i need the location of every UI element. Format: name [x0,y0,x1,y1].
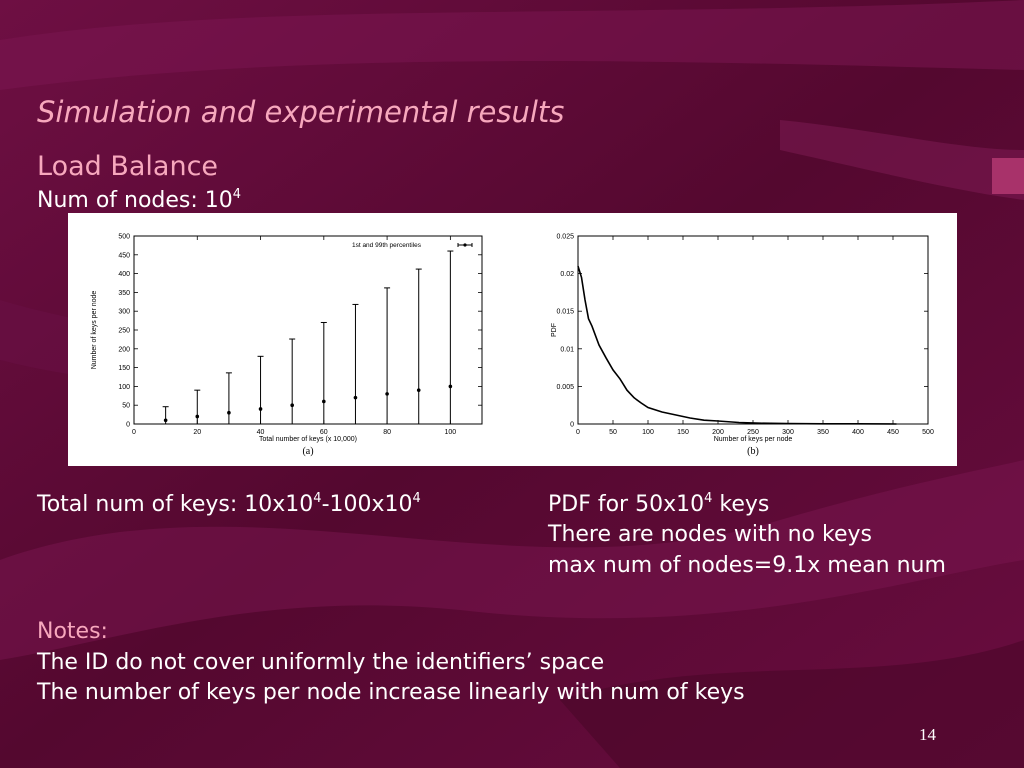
chart-a-ytick-label: 150 [118,365,130,372]
num-nodes-text: Num of nodes: 10 [37,188,233,213]
chart-a-xtick-label: 40 [257,429,265,436]
pdf-note-no-keys: There are nodes with no keys [548,522,872,547]
chart-b-ytick-label: 0.005 [556,384,574,391]
chart-a-point [448,384,453,389]
total-keys-text: Total num of keys: 10x10 [37,492,314,517]
chart-b-xtick-label: 0 [576,429,580,436]
chart-b-plot-frame [577,235,929,425]
chart-b-ytick-label: 0.025 [556,234,574,241]
chart-b-ytick-label: 0 [570,422,574,429]
chart-a-ytick-label: 450 [118,252,130,259]
total-keys-exp-1: 4 [313,491,322,506]
chart-a-keys-per-node: 0 20 40 60 80 100 0 50 100 150 200 250 300 350 400 450 5… [91,234,483,457]
total-keys-text-2: -100x10 [321,492,413,517]
total-keys-exp-2: 4 [412,491,421,506]
chart-a-ytick-label: 200 [118,346,130,353]
chart-a-plot-frame [133,235,483,425]
chart-a-point [322,399,326,404]
chart-a-caption: (a) [302,446,313,457]
chart-a-xtick-label: 100 [445,429,457,436]
chart-b-pdf-line [577,265,897,425]
chart-b-xtick-label: 50 [609,429,617,436]
notes-heading: Notes: [37,619,108,644]
chart-a-ytick-label: 300 [118,309,130,316]
chart-b-ytick-label: 0.01 [560,346,574,353]
chart-b-xtick-label: 400 [852,429,864,436]
slide-title: Simulation and experimental results [37,95,565,129]
chart-b-xtick-label: 450 [887,429,899,436]
chart-b-ylabel: PDF [551,323,558,337]
page-number: 14 [919,725,936,744]
chart-a-ytick-label: 350 [118,290,130,297]
chart-a-point [258,407,263,411]
chart-b-xtick-label: 200 [712,429,724,436]
num-nodes-line: Num of nodes: 104 [37,186,241,216]
chart-a-ylabel: Number of keys per node [91,291,98,370]
chart-a-ytick-label: 250 [118,328,130,335]
chart-a-xtick-label: 0 [132,429,136,436]
chart-a-point [416,388,421,392]
chart-b-xtick-label: 150 [677,429,689,436]
chart-a-ytick-label: 400 [118,271,130,278]
chart-a-point [385,392,389,396]
chart-a-xtick-label: 60 [320,429,328,436]
chart-b-pdf: 0 50 100 150 200 250 300 350 400 450 500 0 0.005 0.01… [551,234,934,458]
chart-a-point [163,418,168,423]
chart-b-xtick-label: 350 [817,429,829,436]
chart-a-ytick-label: 100 [118,384,130,391]
pdf-exponent: 4 [704,491,713,506]
chart-a-point [195,414,200,419]
num-nodes-exponent: 4 [232,187,242,202]
chart-a-legend-label: 1st and 99th percentiles [352,242,422,249]
pdf-text-2: keys [712,492,770,517]
chart-a-ytick-label: 0 [126,422,130,429]
chart-b-ytick-label: 0.02 [560,271,574,278]
chart-a-xtick-label: 20 [193,429,201,436]
chart-b-xtick-label: 100 [642,429,654,436]
total-keys-line: Total num of keys: 10x104-100x104 [37,490,421,520]
chart-a-point [227,410,231,415]
chart-b-xtick-label: 500 [922,429,934,436]
pdf-line: PDF for 50x104 keys [548,490,769,520]
chart-a-legend-point [463,243,467,247]
chart-a-point [353,395,358,400]
chart-a-xtick-label: 80 [383,429,391,436]
chart-b-xtick-label: 250 [747,429,759,436]
chart-b-xtick-label: 300 [782,429,794,436]
chart-b-xlabel: Number of keys per node [714,436,793,443]
chart-a-ytick-label: 50 [122,403,130,410]
charts-panel: 0 20 40 60 80 100 0 50 100 150 200 250 300 350 400 450 5… [68,213,957,466]
note-1: The ID do not cover uniformly the identi… [37,650,605,675]
pdf-note-max: max num of nodes=9.1x mean num [548,553,946,578]
pdf-text: PDF for 50x10 [548,492,705,517]
note-2: The number of keys per node increase lin… [37,680,745,705]
chart-b-ytick-label: 0.015 [556,309,574,316]
chart-a-xlabel: Total number of keys (x 10,000) [259,436,357,443]
chart-a-ytick-label: 500 [118,234,130,241]
chart-b-caption: (b) [747,446,759,457]
section-heading: Load Balance [37,151,219,182]
chart-a-point [290,403,294,407]
